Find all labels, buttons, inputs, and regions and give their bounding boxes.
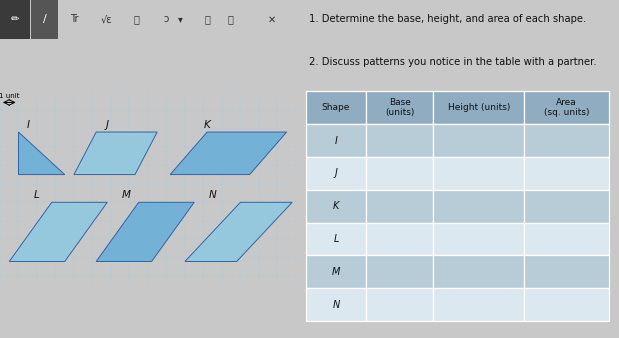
FancyBboxPatch shape: [433, 288, 524, 321]
Text: ✕: ✕: [268, 15, 276, 24]
Text: 1 unit: 1 unit: [0, 93, 19, 99]
FancyBboxPatch shape: [306, 157, 366, 190]
Polygon shape: [170, 132, 287, 174]
FancyBboxPatch shape: [366, 256, 433, 288]
Text: 2. Discuss patterns you notice in the table with a partner.: 2. Discuss patterns you notice in the ta…: [309, 57, 597, 68]
FancyBboxPatch shape: [524, 91, 609, 124]
FancyBboxPatch shape: [433, 91, 524, 124]
Text: /: /: [43, 15, 46, 24]
Text: ▾: ▾: [178, 15, 183, 24]
Polygon shape: [9, 202, 107, 262]
FancyBboxPatch shape: [306, 256, 366, 288]
Text: M: M: [121, 190, 130, 200]
Text: ⌢: ⌢: [228, 15, 234, 24]
FancyBboxPatch shape: [0, 0, 30, 39]
FancyBboxPatch shape: [524, 223, 609, 256]
Text: N: N: [332, 300, 340, 310]
Text: ↄ: ↄ: [163, 15, 168, 24]
Text: √ɛ: √ɛ: [101, 15, 112, 24]
Text: M: M: [332, 267, 340, 277]
Text: ⌢: ⌢: [204, 15, 210, 24]
FancyBboxPatch shape: [366, 157, 433, 190]
FancyBboxPatch shape: [306, 223, 366, 256]
FancyBboxPatch shape: [306, 124, 366, 157]
Text: 1. Determine the base, height, and area of each shape.: 1. Determine the base, height, and area …: [309, 14, 586, 24]
FancyBboxPatch shape: [524, 256, 609, 288]
Text: L: L: [34, 190, 40, 200]
FancyBboxPatch shape: [31, 0, 58, 39]
FancyBboxPatch shape: [366, 190, 433, 223]
Text: 🖌: 🖌: [133, 15, 139, 24]
Text: K: K: [204, 120, 210, 130]
FancyBboxPatch shape: [366, 91, 433, 124]
Text: ✏: ✏: [11, 15, 19, 24]
Text: N: N: [209, 190, 217, 200]
FancyBboxPatch shape: [524, 157, 609, 190]
FancyBboxPatch shape: [433, 223, 524, 256]
FancyBboxPatch shape: [433, 157, 524, 190]
Text: L: L: [333, 234, 339, 244]
Text: K: K: [333, 201, 339, 211]
FancyBboxPatch shape: [524, 288, 609, 321]
FancyBboxPatch shape: [524, 190, 609, 223]
Text: Shape: Shape: [322, 103, 350, 112]
FancyBboxPatch shape: [366, 288, 433, 321]
FancyBboxPatch shape: [306, 288, 366, 321]
FancyBboxPatch shape: [306, 190, 366, 223]
Text: Height (units): Height (units): [448, 103, 510, 112]
FancyBboxPatch shape: [366, 124, 433, 157]
Text: I: I: [334, 136, 337, 146]
FancyBboxPatch shape: [306, 91, 366, 124]
Text: Base
(units): Base (units): [385, 98, 414, 117]
Text: J: J: [334, 168, 337, 178]
Polygon shape: [19, 132, 65, 174]
FancyBboxPatch shape: [433, 190, 524, 223]
Polygon shape: [74, 132, 157, 174]
FancyBboxPatch shape: [524, 124, 609, 157]
FancyBboxPatch shape: [433, 124, 524, 157]
FancyBboxPatch shape: [433, 256, 524, 288]
FancyBboxPatch shape: [366, 223, 433, 256]
Text: Tr: Tr: [70, 15, 78, 24]
Text: Area
(sq. units): Area (sq. units): [544, 98, 589, 117]
Text: I: I: [26, 120, 29, 130]
Text: J: J: [106, 120, 109, 130]
Polygon shape: [185, 202, 292, 262]
Polygon shape: [96, 202, 194, 262]
